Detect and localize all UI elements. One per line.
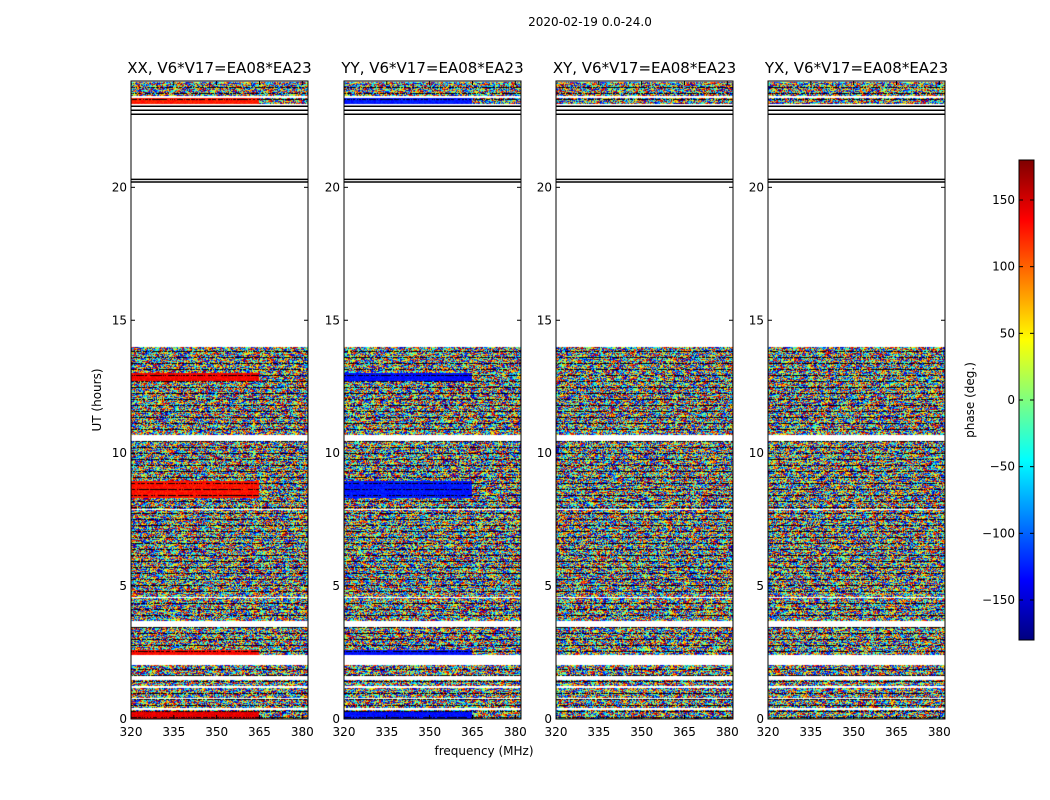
figure-suptitle: 2020-02-19 0.0-24.0 — [528, 15, 652, 29]
heatmap-raster-xy — [556, 81, 733, 719]
colorbar-tick-label: 50 — [1000, 326, 1015, 340]
x-tick-label: 335 — [799, 725, 822, 739]
x-tick-label: 320 — [120, 725, 143, 739]
x-tick-label: 380 — [928, 725, 951, 739]
y-tick-label: 20 — [325, 180, 340, 194]
colorbar-tick-label: 150 — [992, 193, 1015, 207]
panel-title: YY, V6*V17=EA08*EA23 — [340, 59, 523, 77]
y-tick-label: 10 — [749, 446, 764, 460]
colorbar-tick-label: 0 — [1007, 393, 1015, 407]
panel-frame — [343, 80, 522, 720]
x-tick-label: 380 — [504, 725, 527, 739]
y-tick-label: 15 — [112, 313, 127, 327]
colorbar-tick-label: 100 — [992, 260, 1015, 274]
y-tick-label: 5 — [544, 579, 552, 593]
panels-group: XX, V6*V17=EA08*EA23 320 335 350 365 380 0 5 10 1… — [112, 59, 951, 739]
colorbar-tick-label: −150 — [982, 593, 1015, 607]
y-tick-label: 0 — [756, 712, 764, 726]
panel-frame — [130, 80, 309, 720]
x-tick-label: 335 — [375, 725, 398, 739]
y-tick-label: 20 — [537, 180, 552, 194]
x-tick-label: 380 — [716, 725, 739, 739]
heatmap-raster-yx — [768, 81, 945, 719]
colorbar: 150 100 50 0 −50 −100 −150 — [982, 159, 1035, 641]
x-tick-label: 350 — [842, 725, 865, 739]
x-tick-label: 365 — [461, 725, 484, 739]
x-tick-label: 320 — [333, 725, 356, 739]
x-tick-label: 350 — [630, 725, 653, 739]
x-tick-label: 365 — [673, 725, 696, 739]
colorbar-label: phase (deg.) — [963, 362, 977, 438]
panel-yx: YX, V6*V17=EA08*EA23 320 335 350 365 380 0 5 10 1… — [749, 59, 951, 739]
x-tick-label: 320 — [545, 725, 568, 739]
colorbar-tick-label: −50 — [990, 460, 1015, 474]
y-tick-label: 0 — [544, 712, 552, 726]
y-tick-label: 15 — [325, 313, 340, 327]
heatmap-raster-xx — [131, 81, 308, 719]
x-tick-label: 335 — [587, 725, 610, 739]
heatmap-raster-yy — [344, 81, 521, 719]
y-tick-label: 0 — [119, 712, 127, 726]
panel-frame — [555, 80, 734, 720]
panel-xy: XY, V6*V17=EA08*EA23 320 335 350 365 380 0 5 10 1… — [537, 59, 739, 739]
y-axis-label: UT (hours) — [90, 368, 104, 431]
y-tick-label: 10 — [537, 446, 552, 460]
y-tick-label: 20 — [112, 180, 127, 194]
colorbar-tick-label: −100 — [982, 526, 1015, 540]
y-tick-label: 10 — [112, 446, 127, 460]
y-tick-label: 10 — [325, 446, 340, 460]
panel-yy: YY, V6*V17=EA08*EA23 320 335 350 365 380 0 5 10 1… — [325, 59, 527, 739]
x-tick-label: 350 — [205, 725, 228, 739]
panel-frame — [767, 80, 946, 720]
x-axis-label: frequency (MHz) — [434, 744, 533, 758]
y-tick-label: 15 — [537, 313, 552, 327]
x-tick-label: 350 — [418, 725, 441, 739]
y-tick-label: 0 — [332, 712, 340, 726]
panel-title: XY, V6*V17=EA08*EA23 — [553, 59, 736, 77]
x-tick-label: 365 — [885, 725, 908, 739]
y-tick-label: 5 — [756, 579, 764, 593]
y-tick-label: 5 — [332, 579, 340, 593]
x-tick-label: 335 — [162, 725, 185, 739]
x-tick-label: 380 — [291, 725, 314, 739]
y-tick-label: 5 — [119, 579, 127, 593]
x-tick-label: 320 — [757, 725, 780, 739]
panel-title: XX, V6*V17=EA08*EA23 — [127, 59, 311, 77]
x-tick-label: 365 — [248, 725, 271, 739]
panel-xx: XX, V6*V17=EA08*EA23 320 335 350 365 380 0 5 10 1… — [112, 59, 314, 739]
y-tick-label: 15 — [749, 313, 764, 327]
panel-title: YX, V6*V17=EA08*EA23 — [764, 59, 948, 77]
y-tick-label: 20 — [749, 180, 764, 194]
